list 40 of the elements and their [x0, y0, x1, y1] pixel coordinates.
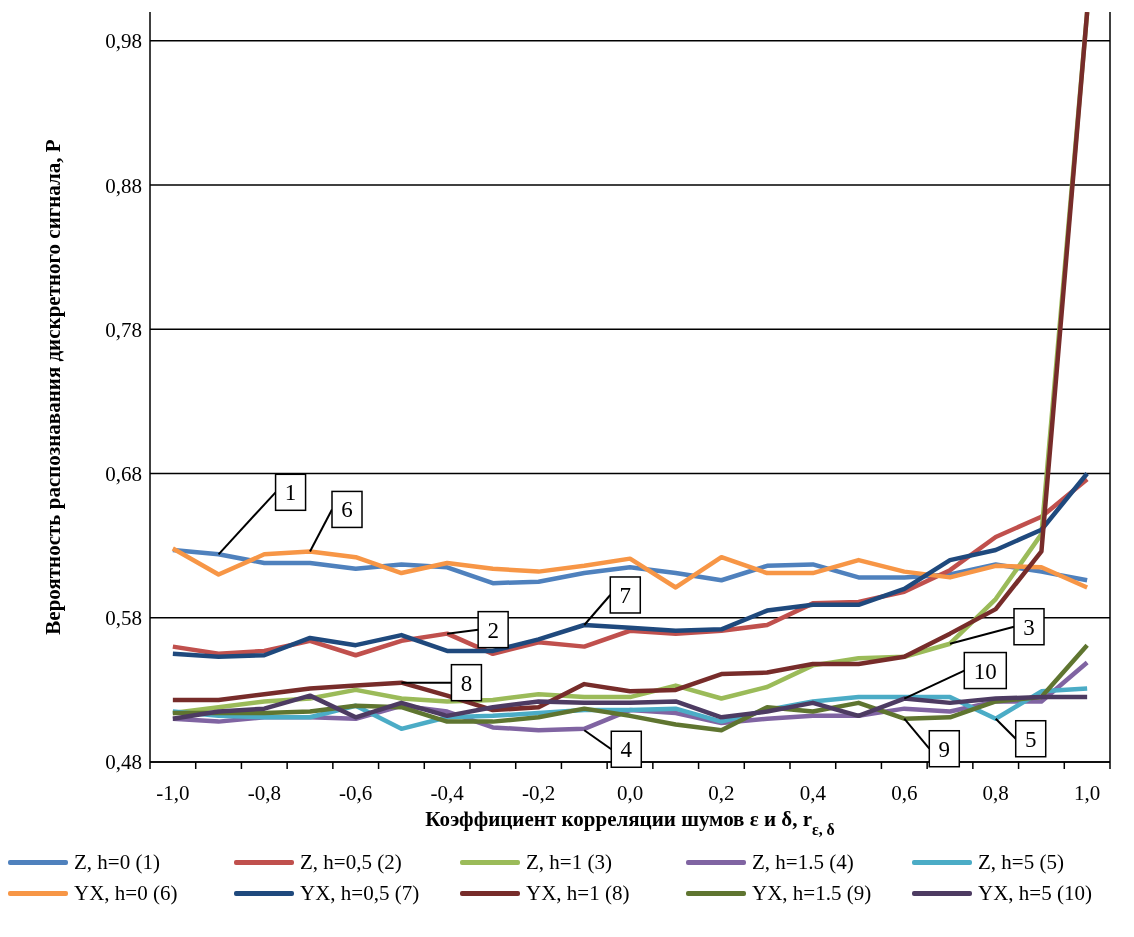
legend-label: Z, h=5 (5): [978, 850, 1064, 875]
x-tick-label: -0,6: [339, 781, 373, 805]
x-axis-title: Коэффициент корреляции шумов ε и δ, r$_{ε, δ}$: [425, 807, 835, 838]
legend-label: Z, h=1.5 (4): [752, 850, 854, 875]
legend-label: Z, h=0 (1): [74, 850, 160, 875]
annotation: 7: [619, 582, 632, 608]
legend-label: YX, h=5 (10): [978, 881, 1092, 906]
annotation: 10: [973, 658, 997, 684]
legend-label: YX, h=0,5 (7): [300, 881, 420, 906]
x-tick-label: 0,0: [616, 781, 644, 805]
legend-label: YX, h=1 (8): [526, 881, 630, 906]
legend-label: YX, h=1.5 (9): [752, 881, 872, 906]
annotation: 3: [1023, 614, 1035, 640]
legend-label: Z, h=0,5 (2): [300, 850, 402, 875]
y-tick-label: 0,68: [105, 461, 142, 486]
x-tick-label: -1,0: [156, 781, 190, 805]
annotation: 5: [1024, 726, 1037, 752]
annotation: 2: [487, 617, 499, 643]
x-tick-label: -0,2: [521, 781, 556, 805]
x-tick-label: 0,8: [982, 781, 1009, 805]
line-series: [170, 693, 1090, 721]
annotation: 8: [460, 670, 473, 696]
y-tick-label: 0,98: [105, 29, 142, 54]
legend-label: Z, h=1 (3): [526, 850, 612, 875]
annotation: 9: [938, 736, 951, 762]
x-tick-label: -0,8: [247, 781, 281, 805]
y-tick-label: 0,48: [105, 750, 142, 775]
x-tick-label: 0,4: [799, 781, 827, 805]
y-tick-label: 0,58: [105, 606, 142, 631]
x-tick-label: -0,4: [430, 781, 465, 805]
y-tick-label: 0,88: [105, 173, 142, 198]
legend-label: YX, h=0 (6): [74, 881, 178, 906]
y-tick-label: 0,78: [105, 317, 142, 342]
y-axis-title: Вероятность распознавания дискретного сигнала, P: [41, 139, 65, 635]
x-tick-label: 0,6: [891, 781, 918, 805]
x-tick-label: 1,0: [1074, 781, 1101, 805]
annotation: 6: [341, 497, 353, 523]
annotation: 1: [284, 480, 297, 506]
annotation: 4: [620, 737, 633, 763]
x-tick-label: 0,2: [708, 781, 735, 805]
